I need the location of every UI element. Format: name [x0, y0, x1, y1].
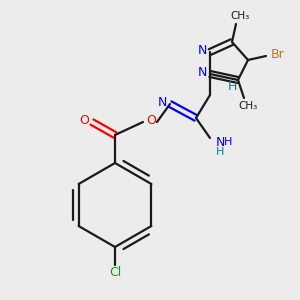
Text: N: N: [197, 44, 207, 56]
Text: O: O: [146, 113, 156, 127]
Text: H: H: [224, 137, 232, 147]
Text: N: N: [215, 136, 225, 148]
Text: H: H: [227, 80, 237, 92]
Text: N: N: [197, 65, 207, 79]
Text: N: N: [157, 95, 167, 109]
Text: Br: Br: [271, 49, 285, 62]
Text: Cl: Cl: [109, 266, 121, 280]
Text: O: O: [79, 113, 89, 127]
Text: H: H: [216, 147, 224, 157]
Text: CH₃: CH₃: [230, 11, 250, 21]
Text: CH₃: CH₃: [238, 101, 258, 111]
